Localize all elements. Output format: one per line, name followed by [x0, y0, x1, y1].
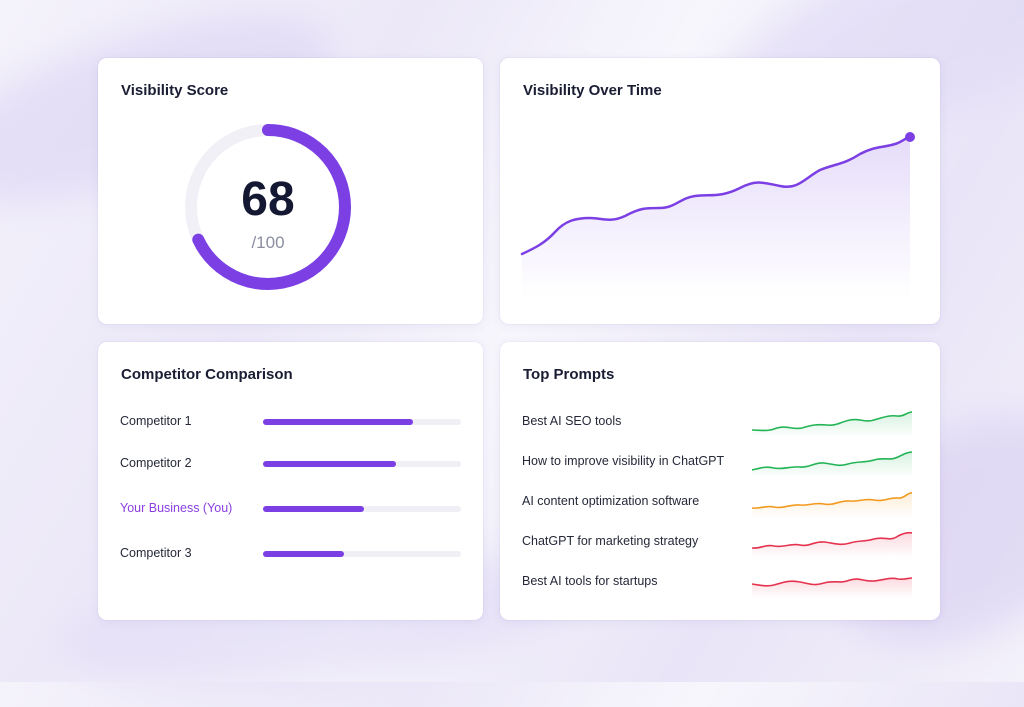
competitor-label: Competitor 1 — [120, 414, 192, 428]
visibility-score-card: Visibility Score 68 /100 — [98, 58, 483, 324]
prompt-row[interactable]: AI content optimization software — [522, 488, 917, 518]
prompt-trend-sparkline — [752, 531, 912, 558]
prompt-label: Best AI tools for startups — [522, 574, 658, 588]
visibility-over-time-title: Visibility Over Time — [523, 82, 662, 99]
competitor-bar-track — [263, 461, 461, 467]
prompt-row[interactable]: Best AI tools for startups — [522, 568, 917, 598]
competitor-row: Competitor 3 — [120, 546, 470, 566]
visibility-score-gauge — [185, 124, 351, 290]
top-prompts-title: Top Prompts — [523, 366, 615, 383]
visibility-score-title: Visibility Score — [121, 82, 229, 99]
competitor-bar-fill — [263, 419, 414, 425]
competitor-row: Competitor 2 — [120, 456, 470, 476]
trend-end-point — [905, 132, 915, 142]
competitor-row: Competitor 1 — [120, 414, 470, 434]
gauge-progress-arc — [185, 124, 351, 290]
competitor-comparison-card: Competitor Comparison Competitor 1 Compe… — [98, 342, 483, 620]
prompt-row[interactable]: How to improve visibility in ChatGPT — [522, 448, 917, 478]
prompt-trend-sparkline — [752, 492, 912, 518]
prompt-trend-sparkline — [752, 411, 912, 438]
prompt-trend-sparkline — [752, 577, 912, 598]
visibility-trend-chart — [520, 132, 915, 298]
prompt-label: ChatGPT for marketing strategy — [522, 534, 699, 548]
prompt-trend-sparkline — [752, 451, 912, 478]
prompt-row[interactable]: ChatGPT for marketing strategy — [522, 528, 917, 558]
competitor-label: Competitor 2 — [120, 456, 192, 470]
trend-line — [520, 135, 912, 256]
competitor-bar-track — [263, 551, 461, 557]
visibility-score-max: /100 — [251, 233, 285, 252]
visibility-over-time-card: Visibility Over Time — [500, 58, 940, 324]
prompt-label: Best AI SEO tools — [522, 414, 622, 428]
your-business-label: Your Business (You) — [120, 501, 233, 515]
your-business-row: Your Business (You) — [120, 501, 470, 521]
competitor-comparison-title: Competitor Comparison — [121, 366, 293, 383]
competitor-label: Competitor 3 — [120, 546, 192, 560]
visibility-score-value: 68 — [241, 173, 295, 226]
competitor-bar-track — [263, 419, 461, 425]
your-business-bar-fill — [263, 506, 364, 512]
top-prompts-card: Top Prompts Best AI SEO tools How to imp… — [500, 342, 940, 620]
prompt-label: AI content optimization software — [522, 494, 700, 508]
competitor-bar-fill — [263, 551, 345, 557]
prompt-label: How to improve visibility in ChatGPT — [522, 454, 725, 468]
trend-area — [522, 137, 910, 298]
competitor-bar-fill — [263, 461, 396, 467]
prompt-row[interactable]: Best AI SEO tools — [522, 408, 917, 438]
your-business-bar-track — [263, 506, 461, 512]
